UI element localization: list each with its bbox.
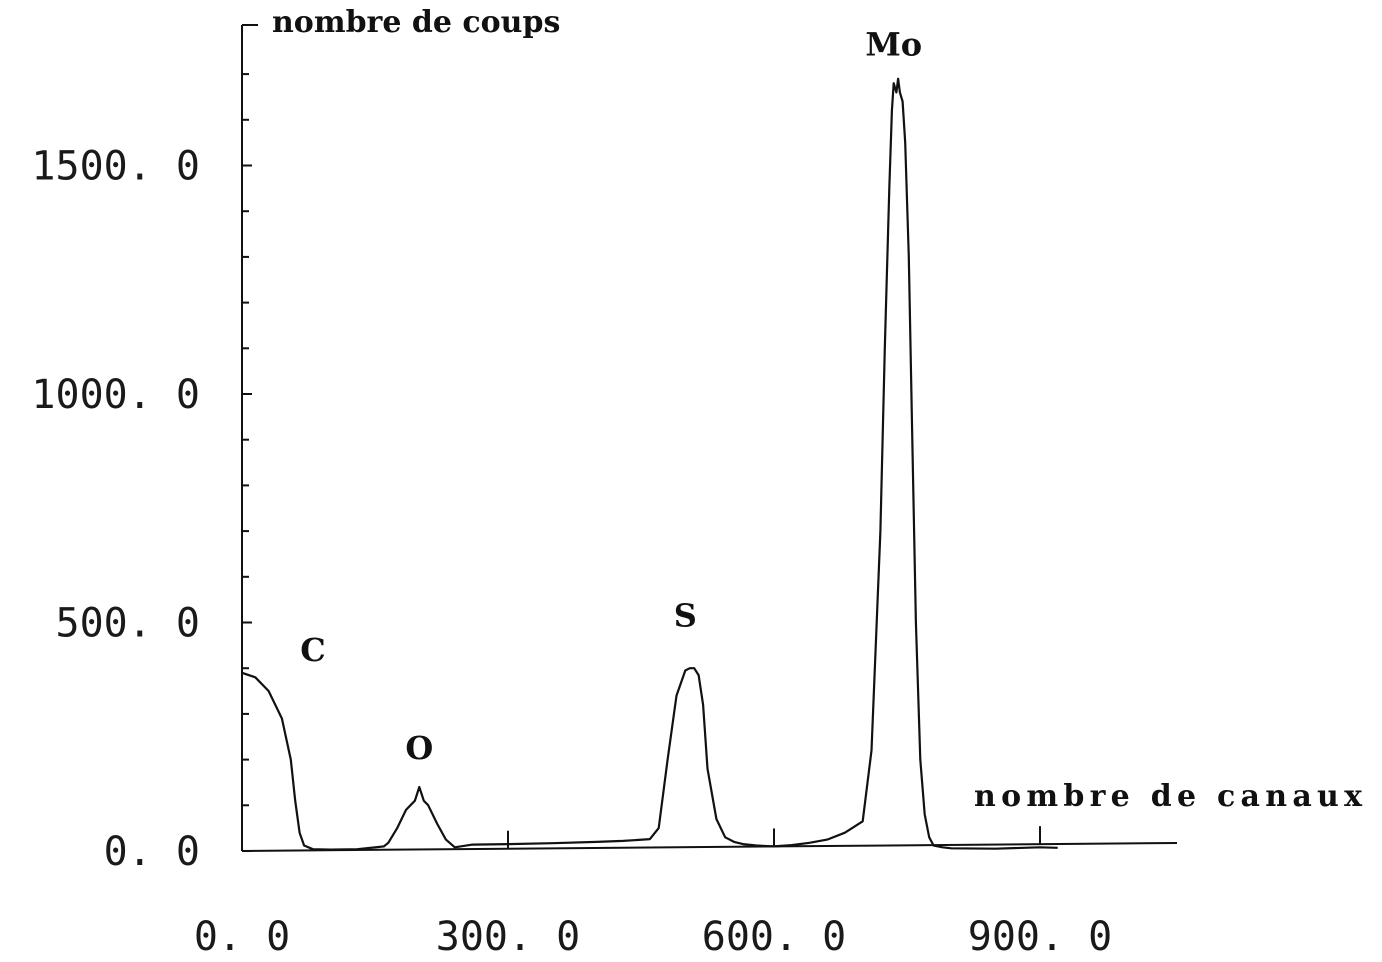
- x-tick-label: 600. 0: [702, 914, 847, 960]
- x-tick-label: 300. 0: [436, 914, 581, 960]
- y-axis: [241, 24, 258, 852]
- series-group: [241, 77, 1058, 851]
- x-axis: [241, 826, 1178, 852]
- x-axis-line: [241, 842, 1178, 852]
- x-tick-label: 900. 0: [968, 914, 1113, 960]
- x-tick-label: 0. 0: [194, 914, 290, 960]
- peak-annotations: C O S Mo: [300, 25, 922, 767]
- spectrum-line: [241, 77, 1058, 851]
- y-tick-label: 0. 0: [104, 829, 200, 875]
- y-tick-label: 500. 0: [56, 601, 201, 647]
- x-axis-title: nombre de canaux: [974, 779, 1363, 814]
- peak-label-mo: Mo: [865, 25, 922, 63]
- x-tick-labels: 0. 0 300. 0 600. 0 900. 0: [194, 914, 1112, 960]
- y-axis-title: nombre de coups: [272, 5, 560, 40]
- y-tick-label: 1000. 0: [31, 372, 200, 418]
- y-tick-label: 1500. 0: [31, 144, 200, 190]
- peak-label-c: C: [300, 631, 325, 669]
- peak-label-o: O: [405, 729, 433, 767]
- peak-label-s: S: [674, 597, 697, 635]
- y-tick-labels: 0. 0 500. 0 1000. 0 1500. 0: [31, 144, 200, 876]
